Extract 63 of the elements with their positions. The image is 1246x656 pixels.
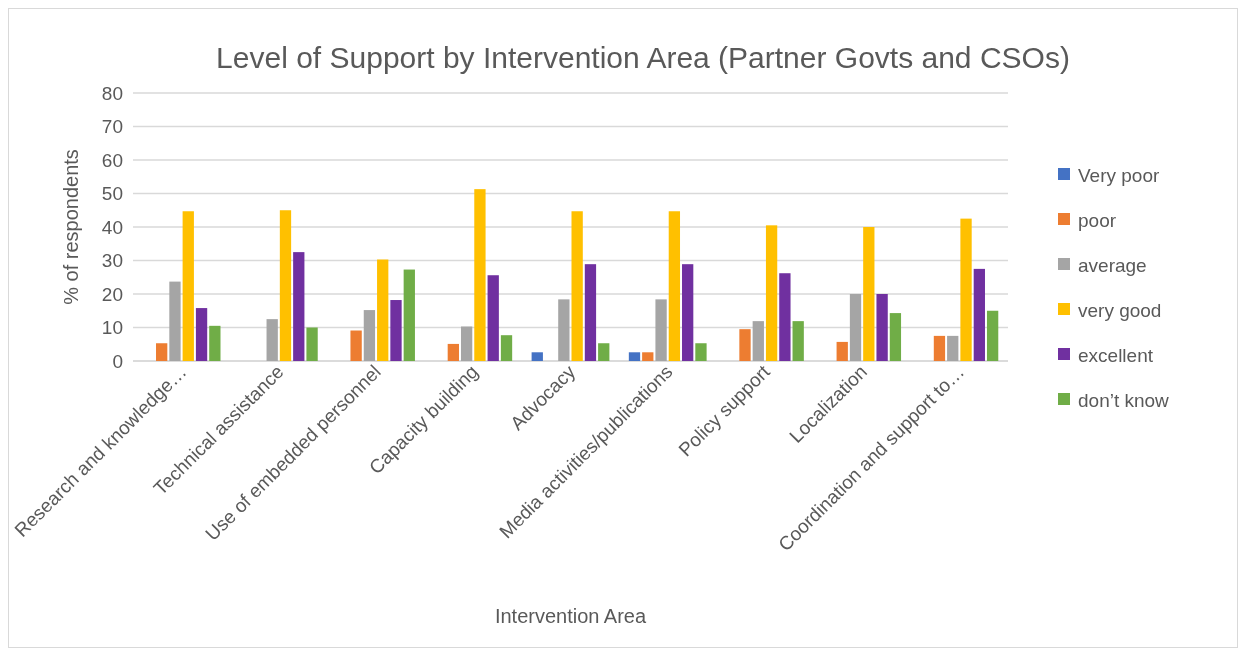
bar	[363, 310, 376, 361]
bar	[876, 294, 888, 361]
legend-label: excellent	[1078, 344, 1154, 366]
bar	[642, 352, 654, 361]
y-tick-label: 0	[112, 350, 123, 372]
bar	[558, 299, 570, 361]
bar	[182, 211, 194, 361]
y-tick-label: 30	[101, 250, 123, 272]
bar	[571, 211, 583, 361]
legend-label: very good	[1078, 299, 1162, 321]
bar	[836, 341, 848, 361]
bar	[973, 268, 985, 361]
bar	[487, 275, 499, 361]
bar	[156, 343, 168, 361]
bar	[169, 281, 181, 361]
bar	[447, 343, 459, 361]
y-tick-label: 10	[101, 317, 123, 339]
bar	[460, 326, 473, 361]
bar	[986, 310, 999, 361]
bar	[266, 319, 278, 361]
bar	[350, 330, 362, 361]
bar	[863, 227, 875, 361]
bar	[598, 343, 610, 361]
bar	[933, 335, 946, 361]
bar	[474, 189, 486, 361]
legend-label: average	[1078, 254, 1147, 276]
bar	[960, 218, 972, 361]
bar	[765, 225, 778, 361]
bar	[655, 299, 667, 361]
y-tick-label: 20	[101, 283, 123, 305]
bar	[695, 343, 707, 361]
legend-label: Very poor	[1078, 164, 1160, 186]
bar	[293, 252, 305, 361]
bar	[279, 210, 292, 361]
y-tick-label: 70	[101, 116, 123, 138]
x-axis-title: Intervention Area	[494, 605, 647, 627]
bar	[752, 321, 764, 361]
bar	[584, 264, 597, 361]
bar	[739, 329, 751, 361]
legend-label: don’t know	[1078, 389, 1170, 411]
y-tick-label: 80	[101, 82, 123, 104]
bar	[195, 308, 208, 361]
bar	[849, 294, 862, 361]
chart-title: Level of Support by Intervention Area (Partner Govts and CSOs)	[216, 41, 1070, 74]
bar	[500, 335, 513, 361]
bar	[628, 352, 641, 361]
bar	[682, 264, 694, 361]
bar	[306, 327, 318, 361]
bar	[209, 325, 221, 361]
bar	[792, 321, 804, 361]
bar	[377, 259, 389, 361]
bar	[390, 300, 402, 361]
bar	[531, 352, 543, 361]
bar	[668, 211, 681, 361]
bar	[889, 313, 902, 361]
bar	[947, 335, 959, 361]
y-tick-label: 60	[101, 149, 123, 171]
bar	[779, 273, 791, 361]
bar	[403, 269, 415, 361]
y-tick-label: 50	[101, 183, 123, 205]
y-axis-title: % of respondents	[60, 149, 82, 305]
y-tick-label: 40	[101, 216, 123, 238]
legend-label: poor	[1078, 209, 1117, 231]
